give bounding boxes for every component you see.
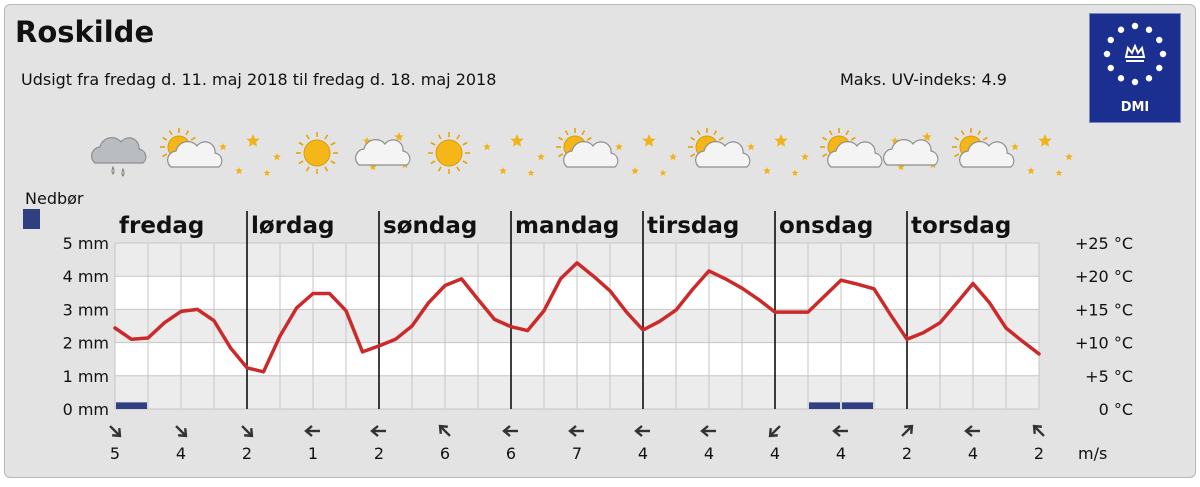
wind-speed-label: 4 — [836, 444, 846, 463]
precipitation-tick-label: 1 mm — [63, 367, 109, 386]
logo-star — [1117, 26, 1125, 33]
wind-direction-arrow-icon — [568, 425, 584, 437]
temperature-line — [113, 261, 1041, 374]
temperature-tick-label: +15 °C — [1075, 300, 1133, 319]
wind-direction-arrow-icon — [634, 425, 650, 437]
logo-star — [1117, 75, 1125, 82]
wind-speed-label: 4 — [176, 444, 186, 463]
day-label: mandag — [515, 213, 619, 239]
sun-cloud-icon — [688, 128, 751, 168]
temperature-tick-label: +5 °C — [1085, 367, 1133, 386]
temperature-axis: 0 °C +5 °C +10 °C +15 °C +20 °C +25 °C — [1075, 234, 1133, 419]
sun-cloud-icon — [952, 128, 1015, 168]
wind-direction-arrow-icon — [304, 425, 320, 437]
forecast-chart: Nedbør fredag lørdag søndag mandag tirsdag on… — [23, 128, 1133, 463]
sun-icon — [296, 132, 338, 174]
precipitation-tick-label: 0 mm — [63, 400, 109, 419]
wind-speed-label: 7 — [572, 444, 582, 463]
plot-area — [113, 211, 1041, 410]
wind-direction-arrow-icon — [438, 424, 451, 437]
temperature-tick-label: +20 °C — [1075, 267, 1133, 286]
wind-direction-arrow-icon — [109, 425, 122, 438]
sun-cloud-icon — [820, 128, 883, 168]
clear-night-stars-icon — [615, 134, 677, 176]
forecast-panel: Roskilde Udsigt fra fredag d. 11. maj 20… — [4, 4, 1196, 478]
logo-star — [1131, 22, 1139, 30]
night-cloud-stars-icon — [883, 132, 939, 171]
city-title: Roskilde — [15, 15, 155, 49]
sun-cloud-icon — [160, 128, 223, 168]
precipitation-tick-label: 5 mm — [63, 234, 109, 253]
logo-star — [1159, 50, 1167, 58]
wind-direction-arrow-icon — [1032, 424, 1045, 437]
precipitation-axis: 0 mm 1 mm 2 mm 3 mm 4 mm 5 mm — [63, 234, 109, 419]
weather-icons-row — [91, 128, 1073, 177]
precipitation-tick-label: 4 mm — [63, 267, 109, 286]
logo-star — [1156, 36, 1163, 44]
wind-direction-arrow-icon — [502, 425, 518, 437]
precipitation-bar — [842, 402, 873, 409]
clear-night-stars-icon — [747, 134, 809, 176]
sun-icon — [428, 132, 470, 174]
precipitation-tick-label: 2 mm — [63, 334, 109, 353]
day-label: torsdag — [911, 213, 1011, 239]
wind-speed-label: 6 — [440, 444, 450, 463]
wind-speed-label: 5 — [110, 444, 120, 463]
precipitation-legend-label: Nedbør — [25, 189, 84, 208]
clear-night-stars-icon — [483, 134, 545, 176]
wind-direction-arrow-icon — [700, 425, 716, 437]
dmi-logo: DMI — [1089, 13, 1181, 123]
logo-star — [1103, 50, 1111, 58]
day-label: fredag — [119, 213, 204, 239]
logo-star — [1145, 26, 1153, 33]
wind-speed-label: 1 — [308, 444, 318, 463]
precipitation-bar — [809, 402, 840, 409]
wind-direction-arrow-icon — [832, 425, 848, 437]
wind-direction-arrow-icon — [901, 424, 914, 437]
wind-speed-label: 6 — [506, 444, 516, 463]
wind-speed-label: 2 — [242, 444, 252, 463]
temperature-tick-label: +25 °C — [1075, 234, 1133, 253]
precipitation-bar — [116, 402, 147, 409]
logo-star — [1107, 64, 1114, 72]
logo-star — [1156, 64, 1163, 72]
wind-speed-label: 2 — [374, 444, 384, 463]
logo-label: DMI — [1120, 100, 1150, 115]
precipitation-tick-label: 3 mm — [63, 300, 109, 319]
day-label: lørdag — [251, 213, 334, 239]
clear-night-stars-icon — [219, 134, 281, 176]
clear-night-stars-icon — [1011, 134, 1073, 176]
temperature-tick-label: 0 °C — [1099, 400, 1133, 419]
wind-row: 5 4 2 1 2 6 6 7 4 4 4 4 2 4 2 m/s — [109, 424, 1107, 463]
day-label: søndag — [383, 213, 477, 239]
day-label: tirsdag — [647, 213, 739, 239]
sun-cloud-icon — [556, 128, 619, 168]
wind-speed-label: 4 — [770, 444, 780, 463]
logo-star — [1145, 75, 1153, 82]
precipitation-legend-swatch — [23, 209, 40, 229]
forecast-period-subtitle: Udsigt fra fredag d. 11. maj 2018 til fr… — [21, 70, 497, 89]
rain-cloud-icon — [91, 137, 147, 177]
wind-direction-arrow-icon — [370, 425, 386, 437]
wind-speed-label: 2 — [1034, 444, 1044, 463]
wind-speed-label: 4 — [704, 444, 714, 463]
day-label: onsdag — [779, 213, 873, 239]
wind-direction-arrow-icon — [241, 425, 254, 438]
wind-speed-label: 4 — [638, 444, 648, 463]
day-labels: fredag lørdag søndag mandag tirsdag onsdag tor… — [119, 213, 1011, 239]
wind-direction-arrow-icon — [175, 425, 188, 438]
wind-unit-label: m/s — [1078, 444, 1107, 463]
wind-direction-arrow-icon — [768, 425, 781, 438]
logo-star — [1107, 36, 1114, 44]
wind-direction-arrow-icon — [964, 425, 980, 437]
uv-index-readout: Maks. UV-indeks: 4.9 — [840, 70, 1007, 89]
wind-speed-label: 2 — [902, 444, 912, 463]
logo-star — [1131, 78, 1139, 86]
night-cloud-stars-icon — [355, 132, 411, 171]
crown-stars-emblem-icon — [1103, 22, 1167, 86]
wind-speed-label: 4 — [968, 444, 978, 463]
temperature-tick-label: +10 °C — [1075, 334, 1133, 353]
